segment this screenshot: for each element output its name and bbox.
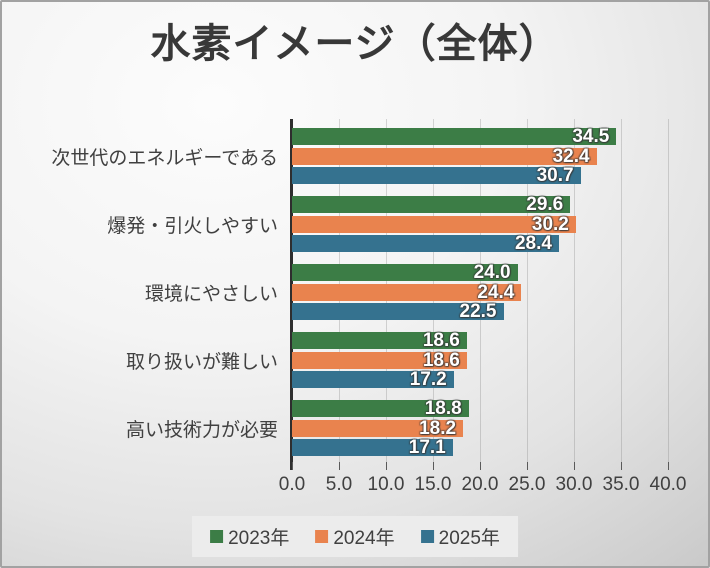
bar-2025年: 30.7: [292, 165, 581, 186]
x-axis-tick-label: 20.0: [461, 474, 499, 495]
bar-2025年: 28.4: [292, 233, 559, 254]
bar-value-label: 18.6: [422, 330, 460, 351]
bar-2023年: 29.6: [292, 194, 571, 215]
bar-value-label: 18.2: [419, 417, 457, 439]
axis-tick-mark: [433, 462, 434, 470]
x-axis-tick-label: 15.0: [414, 474, 452, 495]
legend-swatch-icon: [315, 530, 329, 543]
bar-2024年: 32.4: [292, 145, 597, 167]
axis-tick-mark: [621, 462, 622, 470]
bar-value-label: 22.5: [459, 301, 497, 322]
x-axis-tick-label: 40.0: [649, 474, 687, 495]
legend-swatch-icon: [420, 530, 434, 543]
gridline: [621, 119, 622, 462]
x-axis-tick-label: 10.0: [367, 474, 405, 495]
bar-value-label: 29.6: [526, 194, 564, 215]
x-axis-tick-label: 0.0: [278, 474, 306, 495]
x-axis-tick-label: 25.0: [508, 474, 546, 495]
bar-2024年: 18.2: [292, 417, 464, 439]
x-axis-tick-label: 30.0: [555, 474, 593, 495]
axis-tick-mark: [480, 462, 481, 470]
bar-value-label: 18.8: [424, 398, 462, 419]
gridline: [574, 119, 575, 462]
bar-group: 18.6 18.6 17.2: [292, 326, 668, 394]
bar-group: 34.5 32.4 30.7: [292, 122, 668, 190]
gridline: [527, 119, 528, 462]
bar-group: 29.6 30.2 28.4: [292, 190, 668, 258]
category-label: 取り扱いが難しい: [125, 351, 278, 373]
bar-2024年: 30.2: [292, 213, 576, 235]
bar-value-label: 24.0: [473, 262, 511, 283]
bar-value-label: 17.1: [408, 437, 446, 458]
bar-value-label: 18.6: [422, 349, 460, 371]
axis-tick-mark: [574, 462, 575, 470]
axis-tick-mark: [386, 462, 387, 470]
legend-item-2025年: 2025年: [420, 523, 500, 550]
x-axis-tick-label: 35.0: [602, 474, 640, 495]
bar-2025年: 17.1: [292, 437, 453, 458]
category-label: 環境にやさしい: [144, 283, 278, 305]
legend-label: 2024年: [333, 528, 395, 549]
bar-value-label: 30.7: [536, 165, 574, 186]
plot-area: 34.5 32.4 30.7 29.6 30.2 28.4 24.0 24.4 22.5 18.6…: [290, 119, 669, 470]
bar-2025年: 17.2: [292, 369, 454, 390]
bar-2024年: 18.6: [292, 349, 467, 371]
axis-tick-mark: [527, 462, 528, 470]
category-label: 高い技術力が必要: [125, 419, 278, 441]
bar-2023年: 34.5: [292, 126, 617, 147]
legend-item-2024年: 2024年: [315, 523, 395, 550]
bar-2023年: 18.8: [292, 398, 469, 419]
bar-value-label: 28.4: [514, 233, 552, 254]
bar-2023年: 24.0: [292, 262, 518, 283]
bar-value-label: 30.2: [531, 213, 569, 235]
axis-tick-mark: [668, 462, 669, 470]
bar-2024年: 24.4: [292, 281, 522, 303]
category-label: 次世代のエネルギーである: [51, 147, 278, 169]
x-axis-tick-label: 5.0: [325, 474, 353, 495]
chart-title: 水素イメージ（全体）: [150, 22, 560, 66]
axis-tick-mark: [339, 462, 340, 470]
bar-value-label: 24.4: [477, 281, 515, 303]
legend: 2023年 2024年 2025年: [192, 516, 518, 557]
legend-swatch-icon: [210, 530, 224, 543]
axis-tick-mark: [292, 462, 293, 470]
gridline: [668, 119, 669, 462]
bar-value-label: 34.5: [572, 126, 610, 147]
legend-item-2023年: 2023年: [210, 523, 289, 550]
legend-label: 2025年: [438, 528, 500, 549]
bar-2025年: 22.5: [292, 301, 504, 322]
bar-2023年: 18.6: [292, 330, 467, 351]
bar-value-label: 32.4: [552, 145, 590, 167]
legend-label: 2023年: [228, 528, 290, 549]
bar-value-label: 17.2: [409, 369, 447, 390]
category-label: 爆発・引火しやすい: [107, 215, 278, 237]
bar-group: 24.0 24.4 22.5: [292, 258, 668, 326]
y-axis-line: [290, 119, 293, 470]
bar-group: 18.8 18.2 17.1: [292, 394, 668, 462]
